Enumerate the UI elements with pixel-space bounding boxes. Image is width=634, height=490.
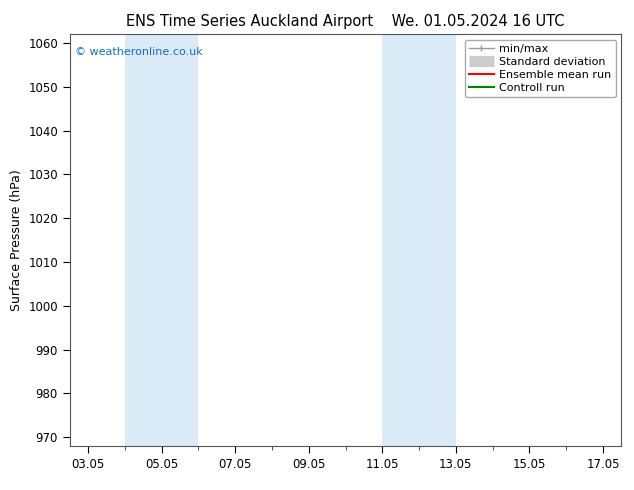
Bar — [125, 34, 198, 446]
Title: ENS Time Series Auckland Airport    We. 01.05.2024 16 UTC: ENS Time Series Auckland Airport We. 01.… — [126, 14, 565, 29]
Y-axis label: Surface Pressure (hPa): Surface Pressure (hPa) — [10, 169, 23, 311]
Bar — [382, 34, 456, 446]
Text: © weatheronline.co.uk: © weatheronline.co.uk — [75, 47, 203, 57]
Legend: min/max, Standard deviation, Ensemble mean run, Controll run: min/max, Standard deviation, Ensemble me… — [465, 40, 616, 97]
